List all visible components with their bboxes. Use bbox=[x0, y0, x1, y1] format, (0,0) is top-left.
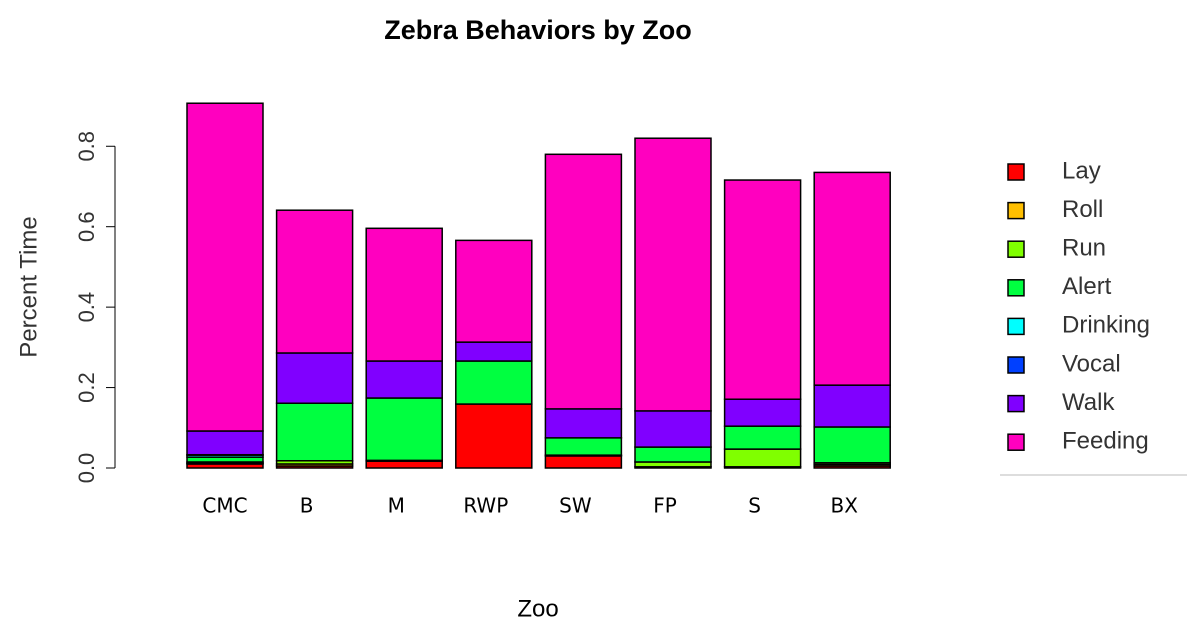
bar-segment bbox=[455, 403, 533, 469]
legend-swatch bbox=[1007, 356, 1025, 374]
y-tick-label: 0.8 bbox=[74, 131, 99, 162]
y-tick-label: 0.4 bbox=[74, 292, 99, 323]
bar-segment bbox=[544, 455, 623, 469]
legend-label: Alert bbox=[1062, 273, 1112, 300]
x-tick-label: FP bbox=[653, 494, 677, 518]
x-tick-label: SW bbox=[559, 494, 592, 518]
x-tick-label: M bbox=[388, 494, 405, 518]
y-tick-label: 0.0 bbox=[74, 453, 99, 484]
bar-segment bbox=[275, 352, 354, 405]
x-tick-label: CMC bbox=[202, 494, 247, 518]
bar-segment bbox=[455, 239, 533, 343]
bar-segment bbox=[544, 153, 623, 410]
legend-swatch bbox=[1007, 317, 1025, 336]
y-tick-label: 0.2 bbox=[74, 372, 99, 403]
bar-segment bbox=[813, 171, 891, 386]
bar-segment bbox=[365, 227, 443, 362]
legend-label: Feeding bbox=[1062, 428, 1149, 455]
x-tick-label: RWP bbox=[463, 494, 508, 518]
bar-segment bbox=[365, 397, 443, 462]
legend-label: Drinking bbox=[1062, 312, 1150, 339]
legend-swatch bbox=[1007, 201, 1025, 220]
x-tick-label: BX bbox=[830, 494, 858, 518]
y-axis-label: Percent Time bbox=[15, 216, 42, 357]
bar-segment bbox=[544, 408, 623, 439]
bar-segment bbox=[275, 209, 354, 354]
bar-segment bbox=[813, 384, 891, 428]
y-tick-label: 0.6 bbox=[74, 211, 99, 242]
x-tick-label: S bbox=[748, 494, 761, 518]
bar-segment bbox=[723, 425, 802, 450]
bar-segment bbox=[723, 448, 802, 468]
bar-segment bbox=[275, 402, 354, 462]
legend-label: Run bbox=[1062, 235, 1106, 262]
legend-swatch bbox=[1007, 240, 1025, 258]
bar-segment bbox=[365, 360, 443, 399]
chart-title: Zebra Behaviors by Zoo bbox=[384, 15, 692, 45]
legend-swatch bbox=[1007, 163, 1025, 181]
x-axis-label: Zoo bbox=[517, 595, 558, 622]
legend-swatch bbox=[1007, 279, 1025, 297]
x-tick-label: B bbox=[300, 494, 314, 518]
bar-segment bbox=[455, 341, 533, 362]
bar-segment bbox=[634, 446, 712, 463]
legend-label: Vocal bbox=[1062, 350, 1121, 377]
bar-segment bbox=[186, 102, 264, 432]
bar-segment bbox=[544, 437, 623, 456]
legend-label: Lay bbox=[1062, 157, 1101, 184]
bar-segment bbox=[186, 430, 264, 456]
bar-segment bbox=[723, 179, 802, 400]
legend-swatch bbox=[1007, 394, 1025, 413]
bar-segment bbox=[634, 410, 712, 448]
bar-segment bbox=[723, 398, 802, 427]
legend-label: Walk bbox=[1062, 389, 1115, 416]
bar-segment bbox=[365, 460, 443, 469]
bar-segment bbox=[813, 426, 891, 464]
bar-segment bbox=[455, 360, 533, 405]
legend-swatch bbox=[1007, 433, 1025, 451]
bar-segment bbox=[634, 137, 712, 412]
legend-label: Roll bbox=[1062, 196, 1103, 223]
